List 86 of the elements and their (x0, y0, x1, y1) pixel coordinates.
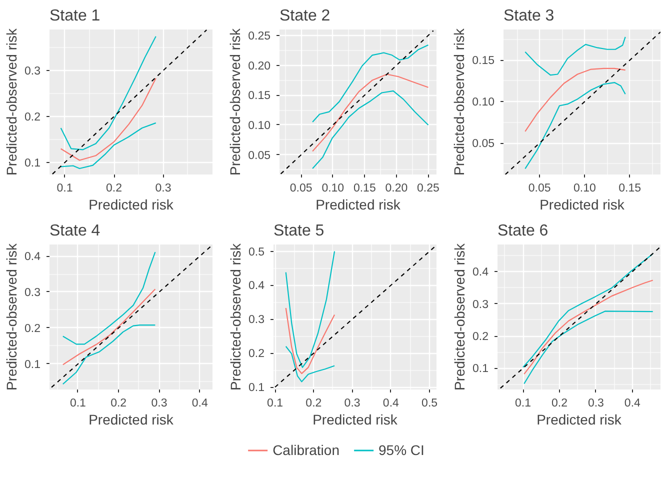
line-series (62, 288, 156, 366)
y-tick-label: 0.1 (24, 158, 41, 170)
y-axis-title: Predicted-observed risk (452, 242, 468, 391)
y-tick-label: 0.1 (248, 382, 265, 394)
y-axis-title: Predicted-observed risk (228, 242, 244, 391)
line-series (285, 346, 336, 382)
x-tick-label: 0.4 (624, 398, 642, 410)
y-tick-label: 0.3 (24, 65, 41, 78)
y-tick-label: 0.10 (248, 120, 271, 132)
line-series (285, 250, 336, 368)
x-axis-title: Predicted risk (540, 196, 626, 212)
x-tick-label: 0.3 (151, 398, 168, 410)
y-tick-label: 0.4 (472, 266, 490, 279)
chart-title: State 2 (280, 8, 330, 24)
y-tick-label: 0.15 (248, 90, 271, 102)
line-series (62, 324, 156, 385)
x-tick-label: 0.1 (515, 398, 532, 410)
y-tick-label: 0.20 (248, 60, 271, 72)
y-axis-title: Predicted-observed risk (227, 27, 244, 176)
y-tick-label: 0.2 (24, 112, 41, 124)
line-series (524, 36, 626, 76)
x-axis-title: Predicted risk (88, 196, 174, 212)
x-tick-label: 0.1 (56, 182, 73, 194)
line-series (524, 82, 626, 170)
x-tick-label: 0.3 (155, 182, 172, 194)
y-tick-label: 0.3 (472, 298, 489, 311)
x-tick-label: 0.2 (306, 398, 322, 410)
y-tick-label: 0.1 (24, 358, 41, 371)
x-tick-label: 0.15 (353, 182, 376, 194)
line-series (62, 252, 156, 345)
x-tick-label: 0.15 (618, 182, 642, 194)
y-axis-title: Predicted-observed risk (451, 27, 468, 176)
x-tick-label: 0.5 (422, 398, 438, 410)
x-axis-title: Predicted risk (312, 412, 398, 428)
y-axis-title: Predicted-observed risk (4, 27, 20, 176)
y-tick-label: 0.3 (248, 314, 265, 326)
line-series (524, 280, 654, 375)
line-series (524, 68, 626, 132)
x-tick-label: 0.1 (70, 398, 86, 410)
line-series (60, 78, 156, 161)
line-series (524, 310, 654, 384)
y-tick-label: 0.25 (248, 30, 271, 42)
x-axis-title: Predicted risk (88, 412, 174, 428)
x-tick-label: 0.10 (322, 182, 344, 194)
y-tick-label: 0.05 (472, 138, 495, 150)
x-tick-label: 0.2 (110, 398, 127, 410)
chart-title: State 4 (50, 222, 100, 240)
x-axis-title: Predicted risk (536, 412, 622, 428)
x-tick-label: 0.1 (267, 398, 284, 410)
legend-label: 95% CI (378, 442, 424, 458)
legend-label: Calibration (272, 442, 340, 458)
line-series (60, 122, 156, 170)
y-tick-label: 0.5 (248, 246, 265, 258)
chart-title: State 5 (274, 222, 324, 240)
y-tick-label: 0.4 (24, 251, 42, 264)
y-tick-label: 0.2 (248, 348, 265, 360)
y-axis-title: Predicted-observed risk (4, 242, 20, 391)
chart-title: State 3 (504, 8, 554, 24)
x-tick-label: 0.3 (588, 398, 604, 410)
line-series (312, 74, 429, 152)
y-tick-label: 0.15 (472, 55, 495, 68)
line-series (285, 307, 336, 374)
x-tick-label: 0.2 (106, 182, 122, 194)
x-tick-label: 0.05 (528, 182, 551, 194)
y-tick-label: 0.05 (248, 150, 271, 162)
y-tick-label: 0.2 (24, 322, 41, 335)
y-tick-label: 0.2 (472, 331, 489, 344)
line-series (60, 36, 156, 150)
line-series (312, 90, 429, 170)
line-series (312, 44, 429, 123)
y-tick-label: 0.3 (24, 286, 41, 299)
chart-title: State 1 (50, 8, 100, 24)
x-tick-label: 0.10 (574, 182, 596, 194)
y-tick-label: 0.1 (472, 363, 489, 376)
x-tick-label: 0.05 (290, 182, 312, 194)
x-axis-title: Predicted risk (316, 196, 402, 212)
x-tick-label: 0.2 (552, 398, 568, 410)
line-series (522, 253, 654, 368)
x-tick-label: 0.4 (192, 398, 208, 410)
x-tick-label: 0.25 (417, 182, 440, 194)
x-tick-label: 0.4 (382, 398, 400, 410)
y-tick-label: 0.4 (248, 280, 266, 292)
x-tick-label: 0.3 (344, 398, 360, 410)
y-tick-label: 0.10 (472, 96, 495, 109)
chart-title: State 6 (498, 222, 548, 240)
x-tick-label: 0.20 (385, 182, 408, 194)
